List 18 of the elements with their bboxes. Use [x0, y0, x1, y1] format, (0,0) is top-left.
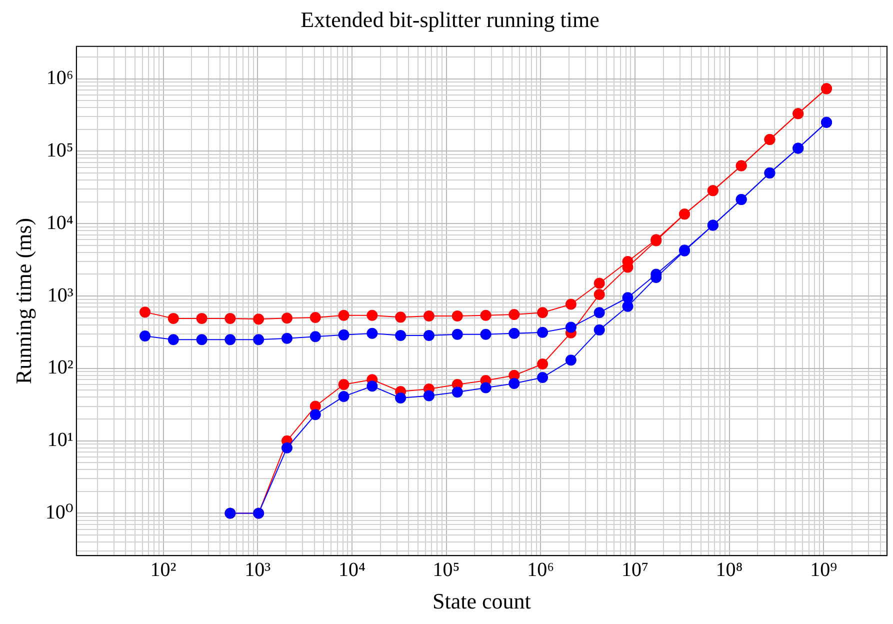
y-tick-label: 10⁵ — [46, 139, 74, 162]
y-tick-label: 10⁴ — [46, 212, 74, 234]
y-axis-title: Running time (ms) — [10, 218, 36, 384]
x-tick-label: 10⁴ — [338, 558, 366, 581]
y-tick-label: 10⁶ — [46, 67, 74, 90]
x-axis-title: State count — [432, 588, 531, 614]
x-tick-label: 10⁶ — [527, 558, 554, 581]
x-tick-label: 10⁸ — [716, 558, 743, 581]
y-tick-label: 10³ — [47, 284, 74, 306]
x-tick-label: 10⁷ — [621, 558, 648, 581]
y-tick-label: 10¹ — [47, 429, 74, 452]
x-tick-label: 10² — [150, 558, 176, 581]
x-tick-label: 10⁵ — [432, 558, 460, 581]
chart-title: Extended bit-splitter running time — [300, 6, 600, 32]
x-tick-label: 10⁹ — [810, 558, 838, 581]
y-tick-label: 10⁰ — [45, 501, 74, 524]
x-tick-label: 10³ — [244, 558, 271, 581]
y-tick-label: 10² — [47, 356, 74, 379]
